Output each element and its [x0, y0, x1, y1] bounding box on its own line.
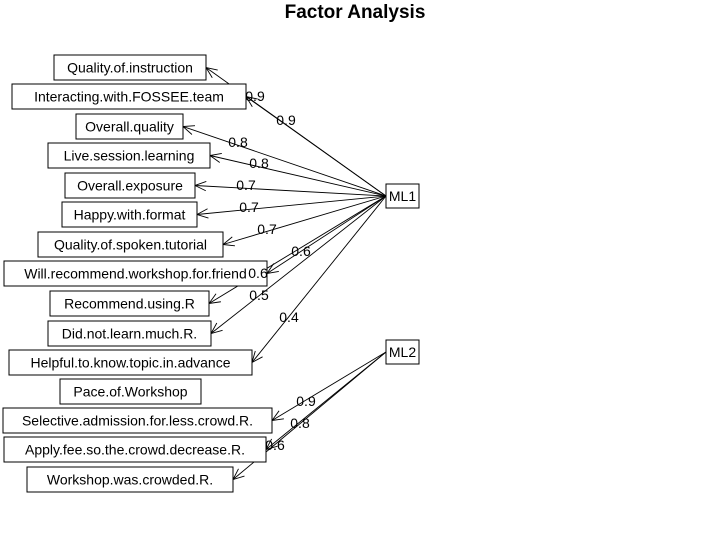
loading-labels: 0.90.90.80.80.70.70.70.60.60.50.40.90.80…: [228, 88, 316, 453]
variable-node-pace-of-workshop: Pace.of.Workshop: [59, 378, 202, 405]
variable-label: Pace.of.Workshop: [73, 384, 187, 400]
variable-label: Interacting.with.FOSSEE.team: [34, 89, 224, 105]
variable-label: Happy.with.format: [74, 207, 186, 223]
variable-node-recommend-using-r: Recommend.using.R: [49, 290, 210, 317]
variable-node-workshop-was-crowded-r: Workshop.was.crowded.R.: [26, 466, 234, 493]
variable-node-apply-fee-so-the-crowd-decrease-r: Apply.fee.so.the.crowd.decrease.R.: [3, 436, 267, 463]
variable-label: Live.session.learning: [64, 148, 195, 164]
loading-edges: [181, 66, 387, 481]
loading-edge-ml1-overall-exposure: [193, 181, 387, 197]
loading-edge-ml2-selective-admission-for-less-crowd-r: [271, 351, 387, 422]
variable-node-selective-admission-for-less-crowd-r: Selective.admission.for.less.crowd.R.: [2, 407, 273, 434]
loading-value: 0.8: [228, 134, 248, 150]
variable-label: Quality.of.spoken.tutorial: [54, 237, 207, 253]
loading-value: 0.5: [249, 287, 269, 303]
loading-value: 0.4: [279, 309, 299, 325]
variable-label: Selective.admission.for.less.crowd.R.: [22, 413, 253, 429]
variable-nodes: Quality.of.instruction Interacting.with.F…: [2, 54, 273, 493]
variable-label: Apply.fee.so.the.crowd.decrease.R.: [25, 442, 245, 458]
factor-node-ml1: ML1: [385, 183, 420, 209]
factor-nodes: ML1 ML2: [385, 183, 420, 365]
loading-value: 0.6: [265, 437, 285, 453]
variable-node-overall-exposure: Overall.exposure: [64, 172, 196, 199]
loading-value: 0.9: [276, 112, 296, 128]
variable-node-overall-quality: Overall.quality: [75, 113, 184, 140]
loading-edge-ml1-interacting-with-fossee-team: [245, 95, 387, 197]
diagram-title: Factor Analysis: [285, 2, 426, 23]
variable-label: Quality.of.instruction: [67, 60, 193, 76]
variable-node-did-not-learn-much-r: Did.not.learn.much.R.: [47, 320, 212, 347]
variable-label: Will.recommend.workshop.for.friend: [24, 266, 247, 282]
variable-label: Helpful.to.know.topic.in.advance: [30, 355, 230, 371]
variable-node-live-session-learning: Live.session.learning: [47, 142, 211, 169]
variable-label: Did.not.learn.much.R.: [62, 326, 197, 342]
variable-node-helpful-to-know-topic-in-advance: Helpful.to.know.topic.in.advance: [8, 349, 253, 376]
factor-label: ML1: [389, 188, 416, 204]
factor-label: ML2: [389, 344, 416, 360]
loading-value: 0.9: [296, 393, 316, 409]
loading-value: 0.7: [239, 199, 259, 215]
loading-value: 0.6: [248, 265, 268, 281]
loading-edge-ml1-will-recommend-workshop-for-friend: [266, 195, 387, 275]
loading-value: 0.7: [236, 177, 256, 193]
variable-label: Overall.quality: [85, 119, 174, 135]
variable-node-interacting-with-fossee-team: Interacting.with.FOSSEE.team: [11, 83, 247, 110]
variable-label: Overall.exposure: [77, 178, 183, 194]
variable-label: Recommend.using.R: [64, 296, 195, 312]
loading-value: 0.7: [257, 221, 277, 237]
factor-node-ml2: ML2: [385, 339, 420, 365]
variable-node-quality-of-instruction: Quality.of.instruction: [53, 54, 207, 81]
loading-value: 0.9: [245, 88, 265, 104]
variable-node-quality-of-spoken-tutorial: Quality.of.spoken.tutorial: [37, 231, 224, 258]
loading-edge-ml1-overall-quality: [181, 125, 387, 197]
variable-node-will-recommend-workshop-for-friend: Will.recommend.workshop.for.friend: [3, 260, 268, 287]
loading-value: 0.8: [290, 415, 310, 431]
variable-label: Workshop.was.crowded.R.: [47, 472, 213, 488]
loading-value: 0.6: [291, 243, 311, 259]
loading-value: 0.8: [249, 155, 269, 171]
variable-node-happy-with-format: Happy.with.format: [61, 201, 198, 228]
